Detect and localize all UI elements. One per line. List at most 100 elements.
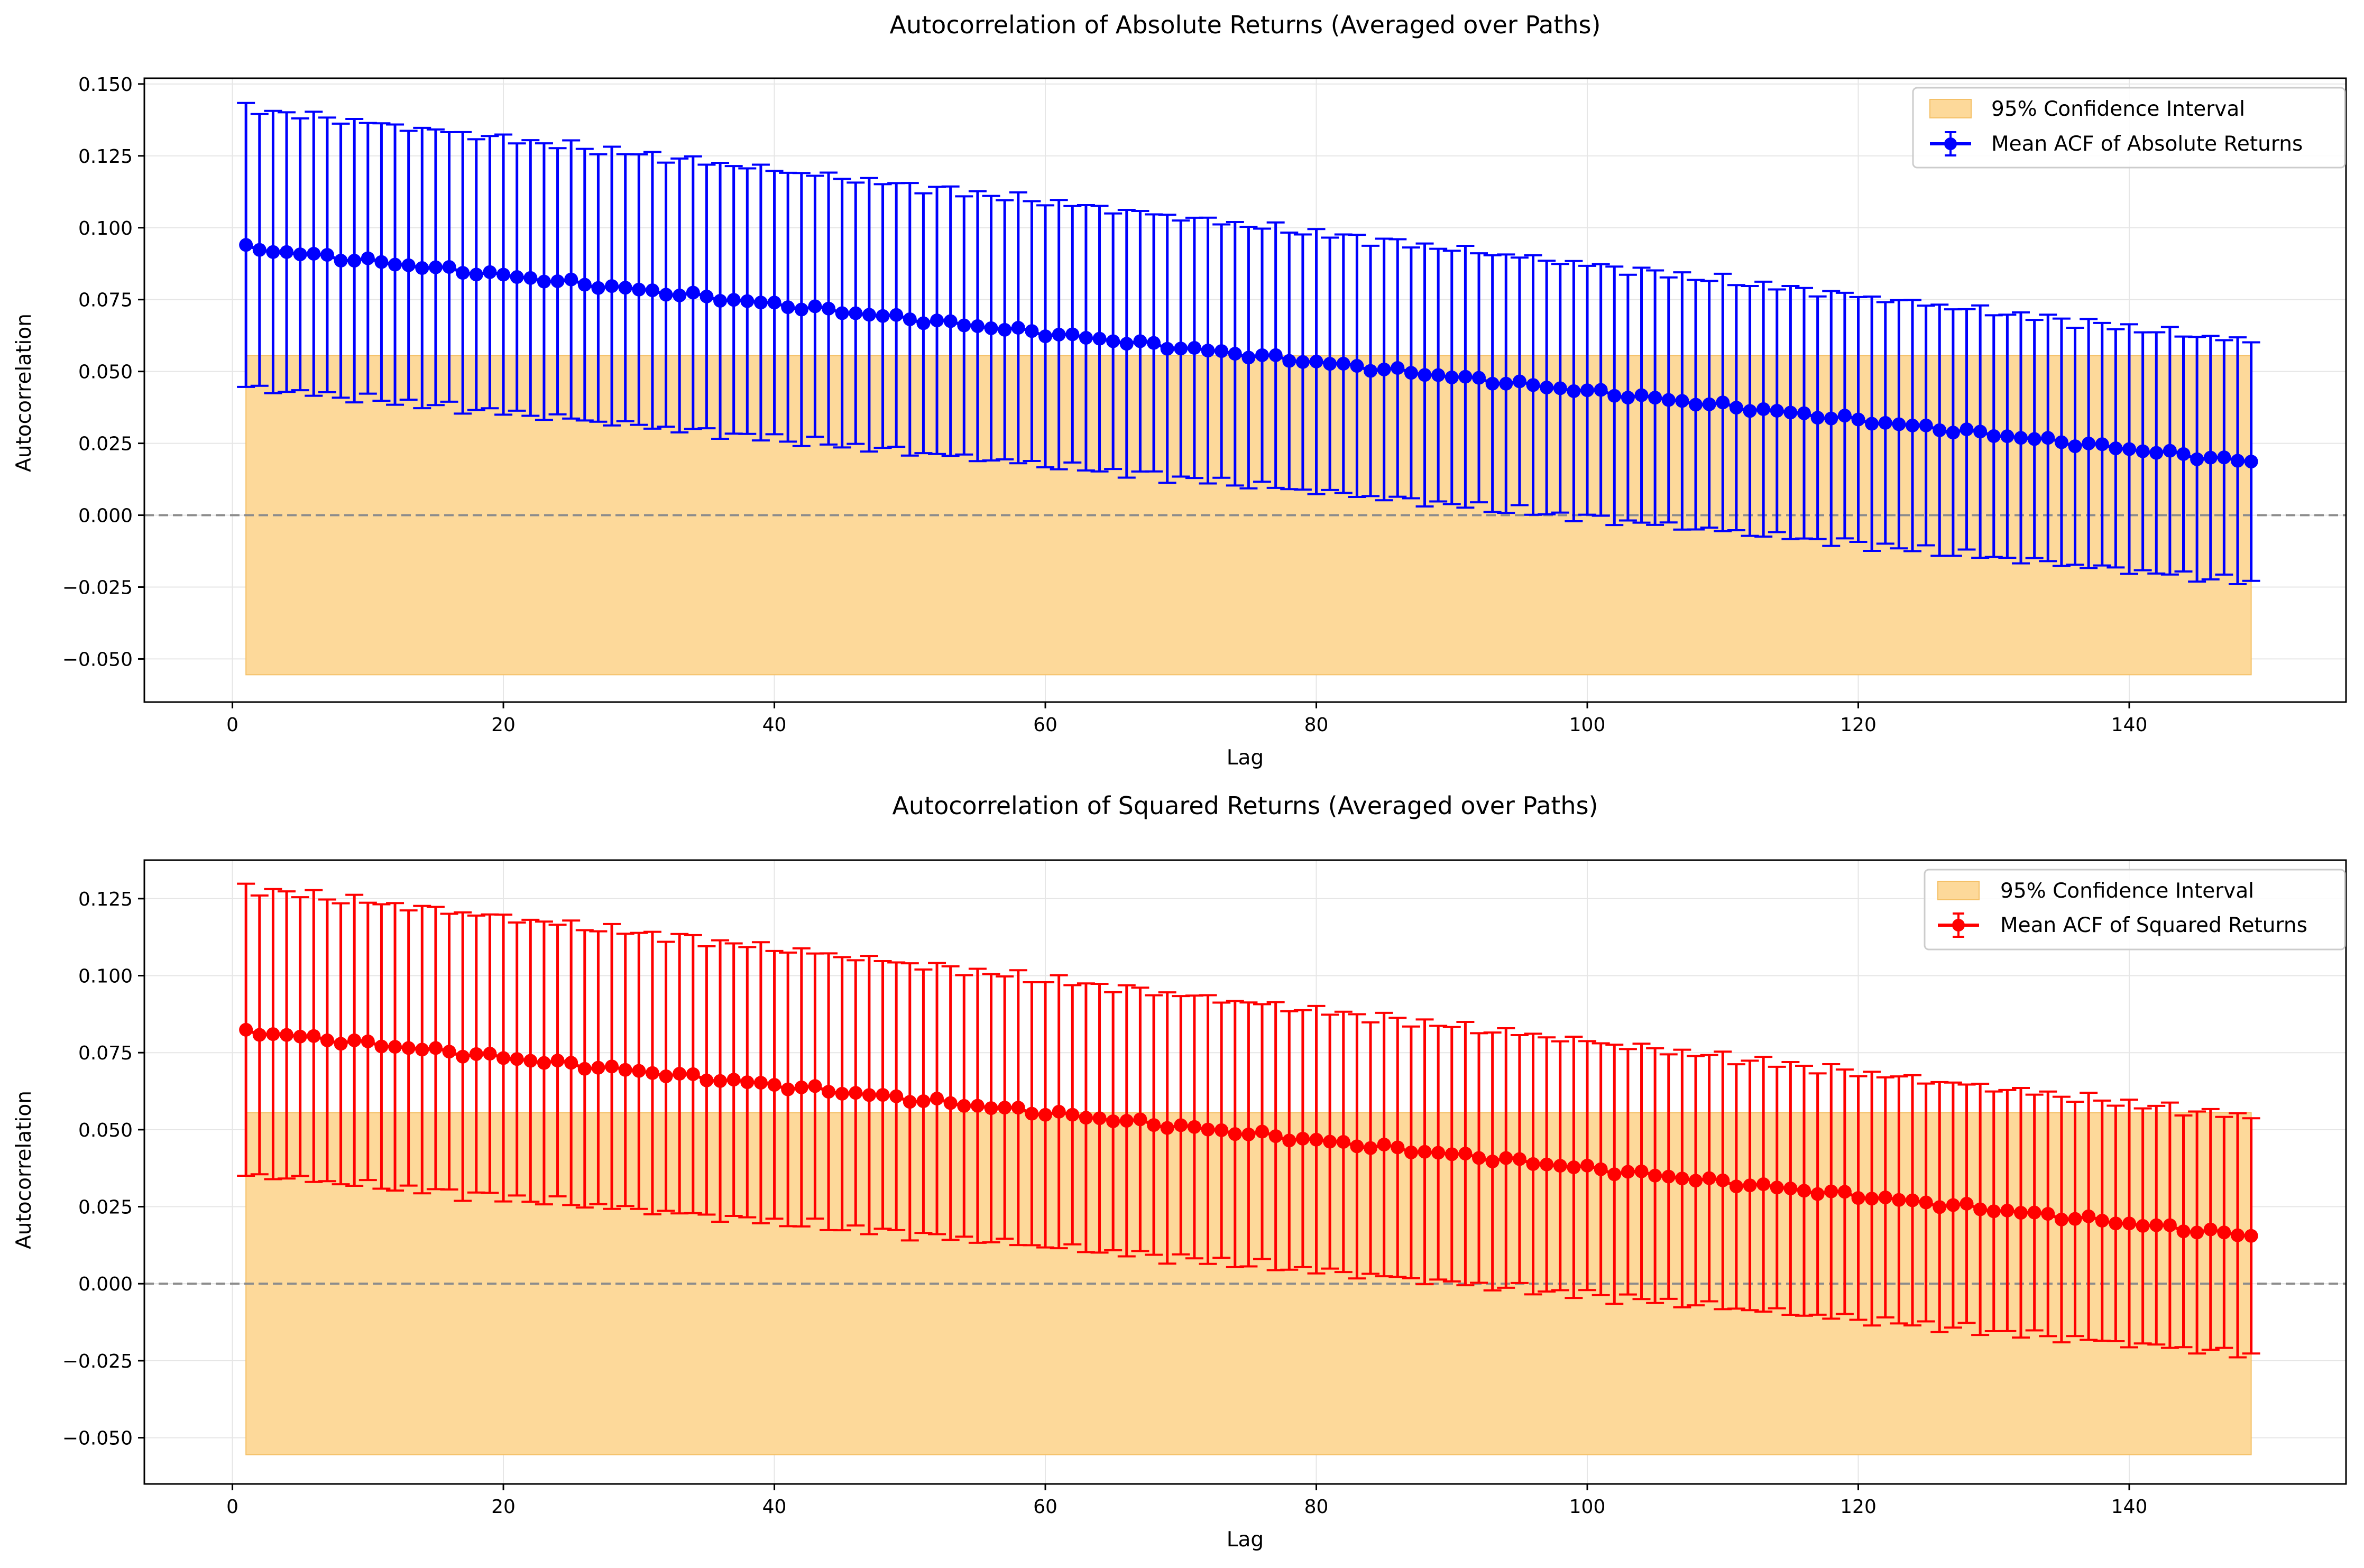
- data-point: [293, 247, 307, 262]
- data-point: [659, 1069, 673, 1083]
- data-point: [781, 1082, 795, 1096]
- legend-swatch-ci: [1937, 881, 1980, 900]
- data-point: [496, 268, 511, 282]
- data-point: [428, 260, 443, 274]
- data-point: [618, 1063, 632, 1077]
- data-point: [1986, 429, 2001, 443]
- data-point: [1702, 397, 1716, 411]
- data-point: [1282, 354, 1296, 368]
- data-point: [1580, 383, 1595, 398]
- data-point: [1986, 1204, 2001, 1219]
- data-point: [2231, 454, 2245, 468]
- y-tick-label: 0.150: [78, 74, 133, 96]
- data-point: [1933, 1200, 1947, 1214]
- data-point: [998, 1101, 1012, 1115]
- data-point: [903, 312, 917, 326]
- x-tick-label: 140: [2111, 1496, 2148, 1518]
- data-point: [2014, 431, 2028, 445]
- legend-box: [1912, 87, 2346, 169]
- data-point: [835, 1086, 849, 1101]
- data-point: [2068, 439, 2082, 454]
- data-point: [1350, 1139, 1364, 1154]
- data-point: [2217, 1225, 2231, 1240]
- data-point: [1268, 1129, 1283, 1143]
- y-tick-label: −0.050: [62, 1428, 133, 1450]
- data-point: [293, 1029, 307, 1044]
- data-point: [1092, 1111, 1107, 1126]
- y-tick-label: 0.050: [78, 362, 133, 383]
- data-point: [1946, 1198, 1960, 1212]
- data-point: [1783, 405, 1798, 420]
- data-point: [1404, 1145, 1418, 1159]
- x-tick-label: 100: [1569, 714, 1606, 736]
- y-tick-label: −0.050: [62, 649, 133, 670]
- data-point: [930, 1092, 944, 1106]
- data-point: [1133, 1112, 1147, 1127]
- data-point: [2054, 1212, 2068, 1226]
- chart-title: Autocorrelation of Absolute Returns (Ave…: [890, 11, 1601, 39]
- data-point: [916, 1094, 931, 1108]
- data-point: [984, 1101, 998, 1115]
- data-point: [1052, 1104, 1066, 1119]
- data-point: [442, 260, 456, 274]
- data-point: [266, 1027, 280, 1041]
- data-point: [673, 288, 687, 302]
- data-point: [1119, 1114, 1134, 1128]
- plot-frame: [143, 859, 2347, 1485]
- data-point: [2041, 431, 2055, 445]
- data-point: [388, 257, 402, 272]
- data-point: [1268, 348, 1283, 362]
- x-tick-label: 40: [762, 714, 787, 736]
- data-point: [1079, 1111, 1093, 1125]
- data-point: [1160, 1121, 1174, 1135]
- y-tick-label: 0.025: [78, 1197, 133, 1219]
- chart-title: Autocorrelation of Squared Returns (Aver…: [892, 791, 1598, 820]
- data-point: [2027, 432, 2041, 446]
- data-point: [280, 245, 294, 259]
- data-point: [1540, 381, 1554, 395]
- y-tick-label: −0.025: [62, 577, 133, 598]
- data-point: [632, 1064, 646, 1078]
- data-point: [280, 1028, 294, 1042]
- data-point: [2109, 1216, 2123, 1231]
- data-point: [605, 1059, 619, 1074]
- data-point: [1919, 418, 1933, 432]
- data-point: [307, 1029, 321, 1043]
- y-tick-label: 0.000: [78, 1274, 133, 1295]
- data-point: [374, 255, 389, 269]
- data-point: [1906, 418, 1920, 432]
- data-point: [1418, 368, 1432, 382]
- data-point: [1553, 1159, 1567, 1173]
- legend-label-ci: 95% Confidence Interval: [1991, 97, 2245, 121]
- data-point: [401, 258, 416, 272]
- data-point: [1716, 1173, 1730, 1187]
- data-point: [862, 308, 876, 322]
- x-tick-label: 20: [491, 1496, 516, 1518]
- data-point: [334, 1037, 348, 1051]
- data-point: [1255, 1124, 1270, 1139]
- y-tick-label: 0.075: [78, 1043, 133, 1064]
- data-point: [1797, 1184, 1811, 1198]
- data-point: [700, 1073, 714, 1087]
- data-point: [1228, 1127, 1242, 1141]
- data-point: [1309, 1132, 1323, 1147]
- data-point: [1865, 1192, 1879, 1206]
- data-point: [767, 296, 781, 310]
- data-point: [1431, 1146, 1446, 1160]
- data-point: [1391, 361, 1405, 375]
- data-point: [1038, 1108, 1053, 1122]
- data-point: [496, 1051, 511, 1065]
- x-tick-label: 20: [491, 714, 516, 736]
- data-point: [1973, 425, 1988, 439]
- data-point: [2163, 444, 2177, 458]
- x-tick-label: 0: [226, 714, 238, 736]
- data-point: [1865, 417, 1879, 431]
- data-point: [1485, 376, 1500, 391]
- data-point: [1458, 1147, 1473, 1161]
- data-point: [2068, 1212, 2082, 1226]
- data-point: [334, 254, 348, 268]
- data-point: [1716, 395, 1730, 410]
- data-point: [2000, 1203, 2015, 1217]
- data-point: [1810, 411, 1825, 425]
- data-point: [1756, 402, 1771, 416]
